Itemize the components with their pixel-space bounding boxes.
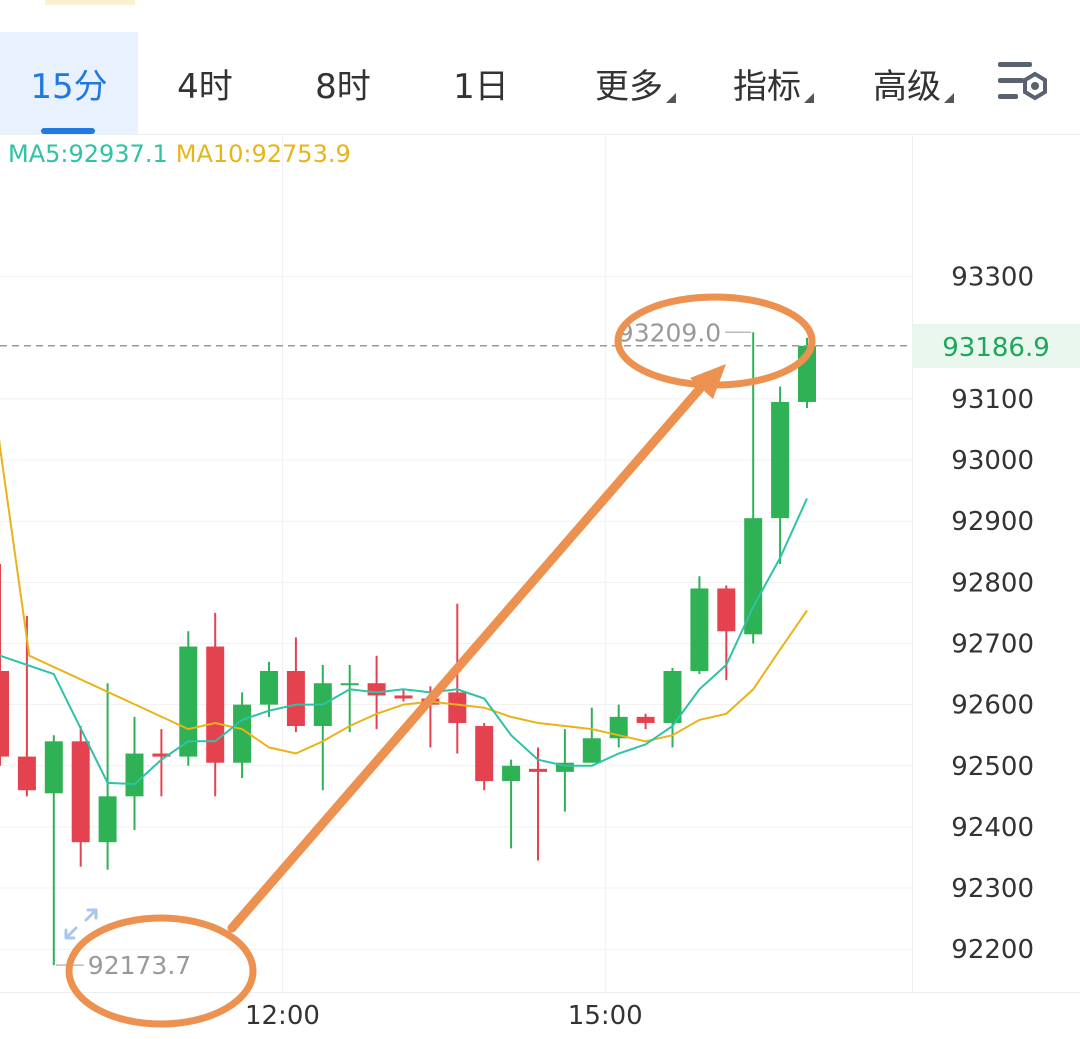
tab-label: 更多 [595,66,663,107]
tab-15min[interactable]: 15分 [0,32,138,134]
ma10-legend: MA10:92753.9 [175,140,351,168]
ma10-line [0,439,808,755]
last-price-tag [912,323,1080,368]
price-tick-label: 93000 [951,446,1034,476]
chart-settings-button[interactable] [990,56,1052,112]
candle-body [179,646,198,757]
candle-body [71,741,90,843]
tab-1d[interactable]: 1日 [426,32,536,134]
last-price-label: 93186.9 [942,333,1050,363]
tab-label: 1日 [453,66,509,107]
annotation-arrow-shaft [227,379,709,933]
toolbar-divider [0,134,1080,135]
tab-more[interactable]: 更多 [574,32,684,134]
candle-body [502,765,521,782]
tab-indicators[interactable]: 指标 [712,32,822,134]
candle-body [206,646,225,763]
tab-label: 15分 [30,66,108,107]
candle-body [367,683,386,696]
dropdown-triangle-icon [666,93,676,103]
low-annotation-circle [65,914,257,1028]
tab-label: 指标 [733,66,801,107]
candle-body [0,671,9,757]
ma5-line [0,498,808,786]
candle-body [744,518,763,635]
candle-body [286,671,305,727]
interval-toolbar: 15分 4时 8时 1日 更多 指标 高级 [0,32,1080,134]
candle-body [717,588,736,632]
candle-body [394,695,413,699]
price-tick-label: 92700 [951,629,1034,659]
tab-label: 8时 [315,66,371,107]
price-tick-label: 93300 [951,263,1034,293]
dropdown-triangle-icon [804,93,814,103]
candle-body [152,753,171,757]
price-tick-label: 92800 [951,568,1034,598]
tab-4h[interactable]: 4时 [150,32,260,134]
top-strip [45,0,135,5]
candle-body [609,716,628,739]
candle-body [475,726,494,782]
high-price-label: 93209.0 [618,318,721,347]
ma-legend: MA5:92937.1 MA10:92753.9 [8,140,351,168]
tab-label: 高级 [873,66,941,107]
price-tick-label: 92600 [951,691,1034,721]
active-tab-indicator [41,128,95,134]
low-price-label: 92173.7 [88,951,191,980]
expand-arrows [64,908,98,940]
price-tick-label: 92500 [951,752,1034,782]
price-tick-label: 92900 [951,507,1034,537]
dropdown-triangle-icon [944,93,954,103]
candle-body [663,671,682,723]
annotation-arrow-head [690,364,726,399]
candle-body [125,753,144,797]
candle-body [260,671,278,705]
candle-body [771,401,790,519]
time-tick-label: 12:00 [245,1001,320,1031]
candle-body [17,756,36,791]
candle-body [98,796,117,843]
candle-body [448,692,467,723]
candle-body [636,716,655,723]
tab-advanced[interactable]: 高级 [852,32,962,134]
candle-body [555,762,574,772]
candle-body [340,683,359,686]
tab-8h[interactable]: 8时 [288,32,398,134]
time-tick-label: 15:00 [568,1001,643,1031]
chart-settings-icon [998,62,1047,101]
expand-chart-icon[interactable] [64,908,98,940]
candle-body [529,768,547,772]
price-tick-label: 92400 [951,813,1034,843]
price-tick-label: 93100 [951,385,1034,415]
ma5-legend: MA5:92937.1 [8,140,168,168]
price-tick-label: 92200 [951,935,1034,965]
candle-body [582,738,601,763]
candle-body [44,741,63,794]
price-tick-label: 92300 [951,874,1034,904]
candle-body [690,588,709,671]
tab-label: 4时 [177,66,233,107]
